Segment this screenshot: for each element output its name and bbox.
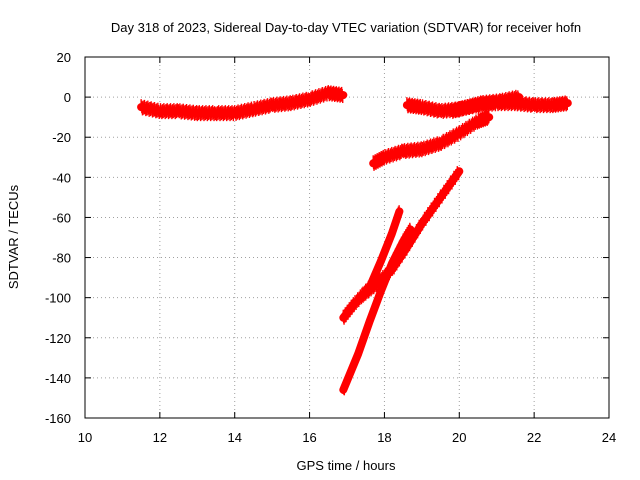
x-tick-label: 20: [452, 430, 466, 445]
data-series-layer: [137, 85, 572, 396]
x-tick-label: 16: [302, 430, 316, 445]
x-axis-label: GPS time / hours: [297, 458, 396, 473]
y-tick-label: -160: [45, 411, 71, 426]
y-tick-label: -40: [52, 170, 71, 185]
axis-ticks: [84, 56, 610, 419]
x-tick-label: 22: [527, 430, 541, 445]
x-tick-label: 24: [602, 430, 616, 445]
y-tick-label: 20: [57, 50, 71, 65]
y-tick-label: -60: [52, 210, 71, 225]
plot-frame: [84, 56, 610, 419]
y-tick-label: -80: [52, 251, 71, 266]
y-tick-label: -120: [45, 331, 71, 346]
x-tick-label: 10: [78, 430, 92, 445]
y-tick-label: -100: [45, 291, 71, 306]
y-tick-label: 0: [64, 90, 71, 105]
y-tick-label: -20: [52, 130, 71, 145]
y-tick-label: -140: [45, 371, 71, 386]
x-tick-labels: 10 12 14 16 18 20 22 24: [78, 430, 616, 445]
y-tick-labels: 20 0 -20 -40 -60 -80 -100 -120 -140 -160: [45, 50, 71, 426]
x-tick-label: 12: [153, 430, 167, 445]
x-tick-label: 14: [227, 430, 241, 445]
y-axis-label: SDTVAR / TECUs: [6, 184, 21, 289]
chart-title: Day 318 of 2023, Sidereal Day-to-day VTE…: [111, 20, 581, 35]
x-tick-label: 18: [377, 430, 391, 445]
